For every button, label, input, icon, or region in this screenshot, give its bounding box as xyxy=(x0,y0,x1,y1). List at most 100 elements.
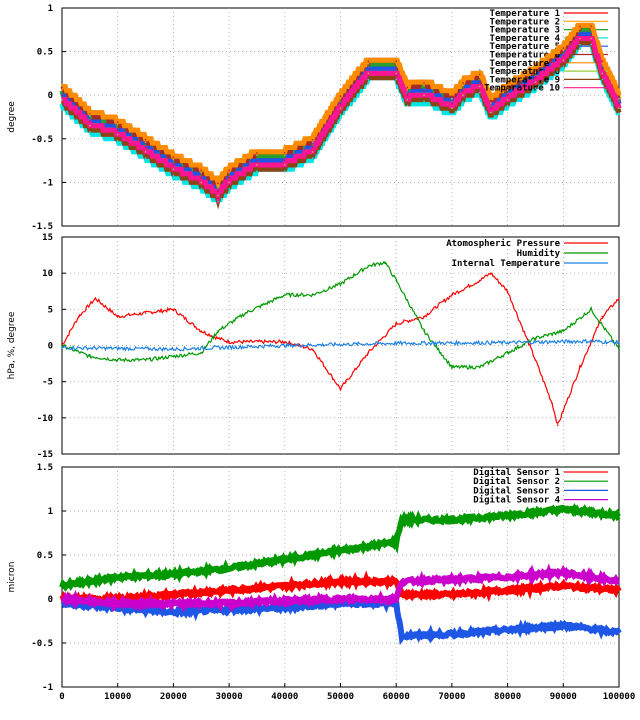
data-point xyxy=(228,608,230,611)
data-point xyxy=(423,97,425,99)
data-point xyxy=(89,112,91,115)
data-point xyxy=(490,104,492,107)
legend-label: Atomospheric Pressure xyxy=(446,238,560,249)
data-point xyxy=(284,344,286,347)
data-point xyxy=(384,261,386,264)
data-point xyxy=(61,598,63,600)
data-point xyxy=(89,131,91,133)
data-point xyxy=(562,62,565,64)
data-point xyxy=(601,75,604,77)
data-point xyxy=(256,164,258,166)
data-point xyxy=(451,97,453,100)
series-line-1 xyxy=(61,272,620,425)
data-point xyxy=(217,197,219,199)
data-point xyxy=(534,76,537,78)
data-point xyxy=(116,131,119,134)
data-point xyxy=(116,598,119,600)
data-point xyxy=(311,144,314,146)
data-point xyxy=(618,589,620,591)
legend-label: Temperature 5 xyxy=(490,42,560,52)
data-point xyxy=(490,106,492,109)
data-point xyxy=(61,89,63,91)
data-point xyxy=(618,107,620,110)
data-point xyxy=(367,351,370,354)
data-point xyxy=(256,170,258,172)
data-point xyxy=(200,174,203,177)
data-point xyxy=(172,355,175,358)
data-point xyxy=(490,110,492,112)
data-point xyxy=(144,153,147,156)
series-line-9 xyxy=(62,40,622,210)
data-point xyxy=(200,166,203,169)
data-point xyxy=(228,179,230,182)
data-point xyxy=(406,86,409,89)
data-point xyxy=(590,32,592,35)
data-point xyxy=(490,117,492,120)
data-point xyxy=(423,89,425,91)
data-point xyxy=(89,115,91,117)
data-point xyxy=(451,294,453,296)
data-point xyxy=(77,315,80,318)
legend-label: Temperature 10 xyxy=(484,84,560,94)
legend-label: Temperature 4 xyxy=(490,34,561,44)
data-point xyxy=(478,73,481,76)
data-point xyxy=(339,95,342,97)
data-point xyxy=(478,80,481,83)
data-point xyxy=(601,315,604,318)
data-point xyxy=(534,337,537,340)
data-point xyxy=(217,200,219,203)
data-point xyxy=(462,84,464,87)
data-point xyxy=(534,83,537,86)
data-point xyxy=(228,187,230,190)
data-point xyxy=(439,351,442,354)
data-point xyxy=(339,102,342,104)
data-point xyxy=(590,25,592,28)
data-point xyxy=(406,97,409,99)
data-point xyxy=(89,127,91,130)
data-point xyxy=(228,166,230,169)
data-point xyxy=(144,312,147,314)
data-point xyxy=(579,30,581,33)
data-point xyxy=(618,100,620,103)
data-point xyxy=(339,549,342,552)
data-point xyxy=(534,81,537,83)
data-point xyxy=(590,22,592,25)
data-point xyxy=(339,283,342,285)
legend-label: Digital Sensor 1 xyxy=(473,467,560,478)
data-point xyxy=(395,580,398,583)
data-point xyxy=(395,342,398,345)
data-point xyxy=(395,65,398,68)
data-point xyxy=(601,67,604,69)
data-point xyxy=(579,32,581,35)
data-point xyxy=(423,100,425,103)
data-point xyxy=(339,388,342,390)
y-tick-label: 1.5 xyxy=(37,463,53,473)
data-point xyxy=(200,179,203,182)
data-point xyxy=(534,74,537,76)
y-tick-label: -5 xyxy=(42,378,53,388)
data-point xyxy=(116,602,119,605)
data-point xyxy=(61,101,63,103)
data-point xyxy=(395,72,398,75)
data-point xyxy=(116,133,119,136)
data-point xyxy=(116,128,119,131)
data-point xyxy=(339,92,342,95)
data-point xyxy=(506,97,509,99)
data-point xyxy=(395,60,398,62)
data-point xyxy=(451,100,453,103)
data-point xyxy=(490,114,492,117)
data-point xyxy=(590,37,592,40)
y-tick-label: 0.5 xyxy=(37,48,53,58)
data-point xyxy=(172,171,175,173)
data-point xyxy=(490,102,492,104)
data-point xyxy=(311,151,314,153)
y-tick-label: 10 xyxy=(42,269,53,279)
data-point xyxy=(478,88,481,90)
data-point xyxy=(451,366,453,369)
data-point xyxy=(228,181,230,184)
y-tick-label: 5 xyxy=(48,305,53,315)
data-point xyxy=(490,97,492,99)
x-tick-label: 80000 xyxy=(494,692,521,702)
data-point xyxy=(601,60,604,62)
data-point xyxy=(61,86,63,89)
